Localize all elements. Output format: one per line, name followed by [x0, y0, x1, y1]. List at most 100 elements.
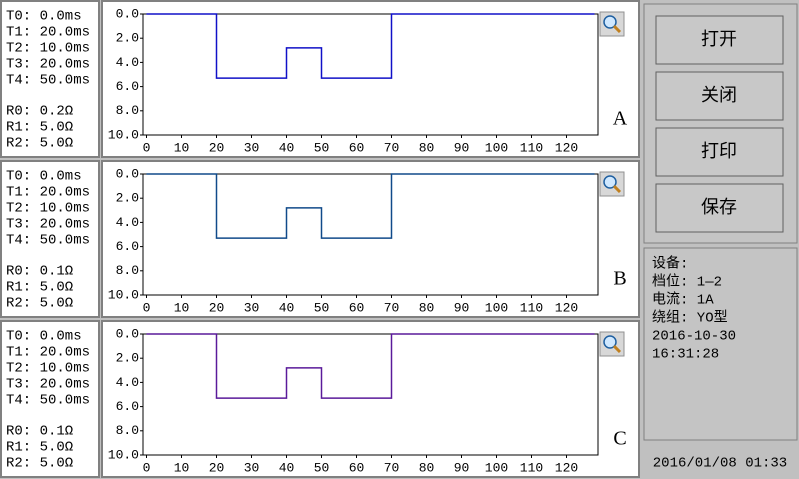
button-label[interactable]: 打开 [701, 29, 737, 51]
x-tick-label: 10 [174, 460, 190, 475]
x-tick-label: 80 [419, 140, 435, 155]
info-line: T0: 0.0ms [6, 329, 82, 345]
x-tick-label: 70 [384, 140, 400, 155]
y-tick-label: 2.0 [116, 351, 139, 366]
x-tick-label: 100 [485, 140, 508, 155]
zoom-icon [612, 184, 622, 194]
info-line: R1: 5.0Ω [6, 120, 73, 136]
info-box [0, 160, 100, 318]
y-tick-label: 8.0 [116, 263, 139, 278]
x-tick-label: 110 [520, 300, 543, 315]
x-tick-label: 60 [349, 460, 365, 475]
y-tick-label: 4.0 [116, 215, 139, 230]
info-box [0, 320, 100, 478]
info-line: T3: 20.0ms [6, 217, 90, 233]
status-line: 绕组: YO型 [652, 310, 728, 327]
x-tick-label: 30 [244, 140, 260, 155]
x-tick-label: 90 [454, 300, 470, 315]
info-line: R1: 5.0Ω [6, 440, 73, 456]
channel-label: A [613, 108, 628, 130]
x-tick-label: 30 [244, 300, 260, 315]
clock: 2016/01/08 01:33 [653, 456, 787, 472]
x-tick-label: 50 [314, 300, 330, 315]
button[interactable] [655, 127, 784, 177]
y-tick-label: 10.0 [108, 287, 139, 302]
x-tick-label: 120 [555, 140, 578, 155]
info-line: T1: 20.0ms [6, 25, 90, 41]
x-tick-label: 40 [279, 300, 295, 315]
y-tick-label: 8.0 [116, 103, 139, 118]
y-tick-label: 10.0 [108, 127, 139, 142]
button [655, 183, 784, 233]
button[interactable] [655, 71, 784, 121]
info-line: R2: 5.0Ω [6, 136, 73, 152]
y-tick-label: 4.0 [116, 375, 139, 390]
info-line: R1: 5.0Ω [6, 280, 73, 296]
x-tick-label: 40 [279, 460, 295, 475]
y-tick-label: 0.0 [116, 326, 139, 341]
plot-area [142, 173, 599, 296]
info-line: T1: 20.0ms [6, 345, 90, 361]
plot-area [142, 333, 599, 456]
y-tick-label: 8.0 [116, 423, 139, 438]
x-tick-label: 60 [349, 140, 365, 155]
info-line: T1: 20.0ms [6, 185, 90, 201]
x-tick-label: 0 [143, 460, 151, 475]
info-line: T2: 10.0ms [6, 201, 90, 217]
status-panel [643, 247, 798, 441]
y-tick-label: 0.0 [116, 6, 139, 21]
info-line: T4: 50.0ms [6, 233, 90, 249]
x-tick-label: 0 [143, 300, 151, 315]
info-line: R2: 5.0Ω [6, 456, 73, 472]
info-box [0, 0, 100, 158]
x-tick-label: 110 [520, 140, 543, 155]
y-tick-label: 6.0 [116, 239, 139, 254]
waveform [146, 173, 595, 239]
info-line: T2: 10.0ms [6, 361, 90, 377]
x-tick-label: 50 [314, 140, 330, 155]
x-tick-label: 120 [555, 300, 578, 315]
info-line: R2: 5.0Ω [6, 296, 73, 312]
info-line: R0: 0.2Ω [6, 104, 73, 120]
x-tick-label: 80 [419, 460, 435, 475]
button-label[interactable]: 关闭 [701, 85, 737, 107]
x-tick-label: 100 [485, 460, 508, 475]
info-line: T4: 50.0ms [6, 73, 90, 89]
zoom-icon [603, 335, 617, 349]
y-tick-label: 2.0 [116, 191, 139, 206]
x-tick-label: 20 [209, 140, 225, 155]
button-label[interactable]: 打印 [701, 141, 737, 163]
waveform [146, 333, 595, 399]
info-line: T0: 0.0ms [6, 9, 82, 25]
info-line: T2: 10.0ms [6, 41, 90, 57]
button-label: 保存 [701, 197, 737, 219]
button[interactable] [655, 15, 784, 65]
info-line: R0: 0.1Ω [6, 264, 73, 280]
y-tick-label: 6.0 [116, 399, 139, 414]
plot-area [142, 13, 599, 136]
x-tick-label: 20 [209, 460, 225, 475]
channel-label: C [613, 428, 626, 450]
x-tick-label: 10 [174, 140, 190, 155]
x-tick-label: 60 [349, 300, 365, 315]
status-line: 16:31:28 [652, 347, 719, 363]
info-line: T3: 20.0ms [6, 377, 90, 393]
x-tick-label: 100 [485, 300, 508, 315]
y-tick-label: 6.0 [116, 79, 139, 94]
zoom-icon [612, 344, 622, 354]
zoom-icon [603, 15, 617, 29]
x-tick-label: 90 [454, 140, 470, 155]
zoom-icon [612, 24, 622, 34]
x-tick-label: 10 [174, 300, 190, 315]
status-line: 电流: 1A [652, 292, 714, 309]
x-tick-label: 80 [419, 300, 435, 315]
x-tick-label: 110 [520, 460, 543, 475]
info-line: T0: 0.0ms [6, 169, 82, 185]
x-tick-label: 120 [555, 460, 578, 475]
y-tick-label: 2.0 [116, 31, 139, 46]
y-tick-label: 10.0 [108, 447, 139, 462]
x-tick-label: 20 [209, 300, 225, 315]
status-line: 设备: [652, 255, 688, 273]
